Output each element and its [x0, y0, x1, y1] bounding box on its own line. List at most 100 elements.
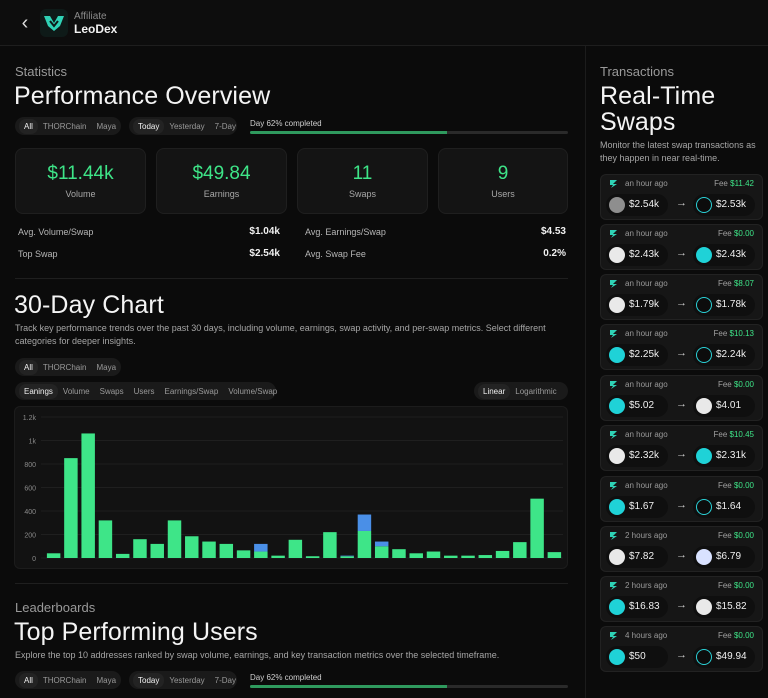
- swap-input: $2.25k: [606, 344, 668, 366]
- arrow-right-icon: →: [676, 549, 687, 561]
- bar-earnings[interactable]: [409, 553, 423, 558]
- bar-earnings[interactable]: [340, 556, 354, 558]
- transaction-card[interactable]: an hour ago Fee $10.13 $2.25k → $2.24k: [600, 324, 763, 370]
- tab-maya[interactable]: Maya: [96, 675, 117, 685]
- tab-thorchain[interactable]: THORChain: [42, 121, 87, 131]
- bar-earnings[interactable]: [547, 552, 562, 558]
- bar-secondary[interactable]: [374, 541, 389, 547]
- transaction-card[interactable]: an hour ago Fee $0.00 $1.67 → $1.64: [600, 476, 763, 522]
- transaction-time: an hour ago: [625, 329, 668, 338]
- tab-earnings-per-swap[interactable]: Earnings/Swap: [164, 386, 219, 396]
- tab-users[interactable]: Users: [133, 386, 155, 396]
- swap-output-amount: $2.53k: [716, 199, 747, 210]
- bar-secondary[interactable]: [357, 514, 372, 531]
- bar-earnings[interactable]: [426, 551, 441, 558]
- bar-earnings[interactable]: [219, 543, 234, 558]
- tab-maya[interactable]: Maya: [96, 362, 117, 372]
- bar-earnings[interactable]: [444, 555, 458, 558]
- tab-maya[interactable]: Maya: [96, 121, 117, 131]
- bar-earnings[interactable]: [495, 550, 510, 558]
- bar-earnings[interactable]: [357, 530, 372, 558]
- tab-all[interactable]: All: [19, 118, 38, 134]
- tab-7day[interactable]: 7-Day: [214, 675, 236, 685]
- transaction-time: an hour ago: [625, 179, 668, 188]
- arrow-right-icon: →: [676, 197, 687, 209]
- bar-earnings[interactable]: [133, 539, 147, 558]
- transaction-card[interactable]: an hour ago Fee $8.07 $1.79k → $1.78k: [600, 274, 763, 320]
- tab-today[interactable]: Today: [133, 118, 165, 134]
- transaction-fee-value: $0.00: [733, 481, 754, 490]
- bar-earnings[interactable]: [98, 520, 113, 558]
- transaction-fee: Fee $0.00: [717, 229, 754, 238]
- bar-earnings[interactable]: [115, 553, 130, 558]
- bar-earnings[interactable]: [150, 543, 164, 558]
- bar-earnings[interactable]: [513, 542, 527, 558]
- bar-earnings[interactable]: [254, 551, 268, 558]
- y-tick-label: 400: [24, 509, 36, 516]
- transaction-card[interactable]: an hour ago Fee $11.42 $2.54k → $2.53k: [600, 174, 763, 220]
- bar-earnings[interactable]: [81, 433, 95, 558]
- swap-input-amount: $5.02: [629, 400, 655, 411]
- transaction-card[interactable]: an hour ago Fee $10.45 $2.32k → $2.31k: [600, 425, 763, 471]
- chevron-left-icon[interactable]: ‹: [21, 12, 29, 34]
- bar-secondary[interactable]: [340, 555, 354, 557]
- swap-bolt-icon: [610, 180, 617, 188]
- tab-linear[interactable]: Linear: [478, 383, 511, 399]
- swap-output-amount: $15.82: [716, 601, 747, 612]
- bar-earnings[interactable]: [46, 553, 61, 558]
- transaction-card[interactable]: 2 hours ago Fee $0.00 $7.82 → $6.79: [600, 526, 763, 572]
- avg-volume-value: $1.04k: [249, 226, 280, 237]
- swap-input: $2.32k: [606, 445, 668, 467]
- day-progress-label: Day 62% completed: [250, 119, 322, 128]
- bar-earnings[interactable]: [236, 550, 251, 558]
- transaction-card[interactable]: 4 hours ago Fee $0.00 $50 → $49.94: [600, 626, 763, 672]
- swap-output: $2.43k: [693, 244, 755, 266]
- bar-earnings[interactable]: [478, 555, 493, 558]
- xrp-coin-icon: [696, 398, 712, 414]
- tab-logarithmic[interactable]: Logarithmic: [515, 386, 557, 396]
- transaction-fee-value: $0.00: [733, 581, 754, 590]
- bar-earnings[interactable]: [185, 536, 199, 558]
- bar-earnings[interactable]: [461, 555, 475, 558]
- tab-yesterday[interactable]: Yesterday: [169, 675, 205, 685]
- bar-earnings[interactable]: [392, 549, 406, 558]
- day-progress: Day 62% completed: [250, 119, 568, 134]
- transaction-fee-value: $0.00: [733, 229, 754, 238]
- tab-thorchain[interactable]: THORChain: [42, 362, 87, 372]
- transaction-card[interactable]: an hour ago Fee $0.00 $5.02 → $4.01: [600, 375, 763, 421]
- bar-earnings[interactable]: [202, 541, 216, 558]
- transaction-fee: Fee $0.00: [717, 581, 754, 590]
- swap-bolt-icon: [610, 632, 617, 640]
- transaction-card[interactable]: 2 hours ago Fee $0.00 $16.83 → $15.82: [600, 576, 763, 622]
- bar-earnings[interactable]: [64, 458, 78, 558]
- tab-all[interactable]: All: [19, 359, 38, 375]
- tab-yesterday[interactable]: Yesterday: [169, 121, 205, 131]
- bar-earnings[interactable]: [323, 532, 337, 558]
- bar-earnings[interactable]: [288, 539, 303, 558]
- scale-tabs: Linear Logarithmic: [474, 382, 568, 400]
- tab-earnings[interactable]: Eanings: [19, 383, 58, 399]
- tab-volume-per-swap[interactable]: Volume/Swap: [228, 386, 278, 396]
- swap-bolt-icon: [610, 330, 617, 338]
- tab-all[interactable]: All: [19, 672, 38, 688]
- bar-earnings[interactable]: [374, 546, 389, 558]
- arrow-right-icon: →: [676, 347, 687, 359]
- transaction-fee-value: $8.07: [733, 279, 754, 288]
- swap-input-amount: $2.43k: [629, 249, 660, 260]
- bar-secondary[interactable]: [254, 543, 268, 552]
- top-swap-label: Top Swap: [18, 249, 58, 259]
- tab-thorchain[interactable]: THORChain: [42, 675, 87, 685]
- transaction-fee: Fee $10.13: [713, 329, 755, 338]
- tab-volume[interactable]: Volume: [62, 386, 90, 396]
- leaderboards-title: Top Performing Users: [14, 618, 258, 646]
- tab-swaps[interactable]: Swaps: [99, 386, 124, 396]
- bar-earnings[interactable]: [167, 520, 182, 558]
- bar-earnings[interactable]: [305, 556, 320, 558]
- bar-earnings[interactable]: [530, 498, 544, 558]
- avg-fee-label: Avg. Swap Fee: [305, 249, 366, 259]
- y-tick-label: 0: [32, 556, 36, 563]
- tab-today[interactable]: Today: [133, 672, 165, 688]
- bar-earnings[interactable]: [271, 555, 285, 558]
- tab-7day[interactable]: 7-Day: [214, 121, 236, 131]
- transaction-card[interactable]: an hour ago Fee $0.00 $2.43k → $2.43k: [600, 224, 763, 270]
